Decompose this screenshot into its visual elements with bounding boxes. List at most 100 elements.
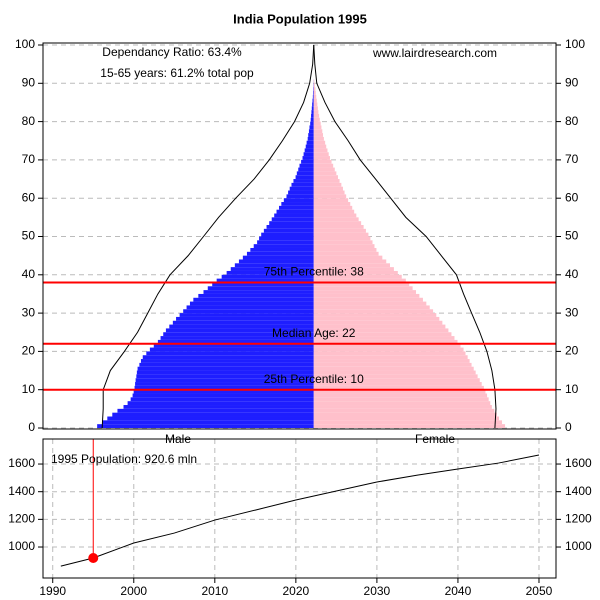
bar [313,263,390,268]
bar [313,416,499,421]
bar [313,87,316,91]
bar [137,366,314,371]
bar [313,156,330,160]
bar [313,297,423,302]
plot-frame [42,438,557,579]
bar [97,424,314,428]
bar [313,385,484,390]
y-tick-label: 30 [22,305,36,319]
y-tick-label: 1600 [565,456,592,470]
bar [102,420,314,425]
bar [179,313,314,317]
bar [172,320,314,325]
bar [313,129,323,134]
bar [271,217,314,222]
bar [261,232,314,237]
bar [313,110,319,114]
bar [310,117,314,122]
bar [313,159,332,164]
y-tick-label: 60 [565,190,579,204]
bar [313,301,427,306]
bar [313,420,503,425]
y-tick-label: 90 [22,75,36,89]
bar [146,351,314,356]
bar [313,136,324,141]
bar [304,148,314,153]
bar [169,324,314,329]
y-tick-label: 1000 [8,539,35,553]
bar [203,290,314,294]
bar [274,213,314,218]
annotation: Dependancy Ratio: 63.4% [102,45,242,59]
bar [296,171,314,176]
bar [139,362,314,367]
bar [313,79,315,84]
bar [310,121,314,126]
bar [112,412,314,417]
y-tick-label: 40 [565,267,579,281]
bar [136,370,314,375]
bar [313,236,371,241]
x-tick-label: 2000 [120,584,147,598]
bar [298,167,314,172]
bar [289,186,314,191]
bar [313,125,322,130]
x-tick-label: 1990 [39,584,66,598]
bar [313,424,506,428]
bar [130,397,314,402]
y-tick-label: 20 [565,344,579,358]
bar [308,129,314,134]
bar [312,98,314,103]
bar [313,389,486,394]
bar [308,133,314,137]
bar [313,351,466,356]
x-tick-label: 2020 [283,584,310,598]
y-tick-label: 1600 [8,456,35,470]
bar [313,94,317,99]
bar [313,167,335,172]
bar [313,194,347,199]
bar [313,362,472,367]
y-tick-label: 40 [22,267,36,281]
bar [269,221,314,226]
bar [303,152,314,157]
bar [313,251,379,256]
y-tick-label: 1000 [565,539,592,553]
bar [259,236,314,241]
bar [313,182,342,187]
bar [140,359,314,363]
bar [142,355,314,360]
annotation: 15-65 years: 61.2% total pop [100,66,254,80]
bar [313,328,449,333]
y-tick-label: 80 [22,114,36,128]
outline [313,44,497,429]
bar [313,98,317,103]
bar [313,408,495,413]
bar [313,90,314,95]
bar [313,171,337,176]
bar [266,225,314,229]
bar [288,190,314,195]
bar [157,339,314,344]
bar [313,282,410,287]
bar [313,343,461,348]
bar [313,412,497,417]
bar [132,393,314,398]
bar [313,228,366,233]
bar [313,152,329,157]
bar [313,148,328,153]
bar [207,286,314,291]
bar [313,359,470,363]
bar [281,202,314,206]
y-tick-label: 10 [22,382,36,396]
line [60,454,540,567]
bar [313,320,443,325]
bar [257,240,314,245]
bar [313,113,320,118]
y-tick-label: 1200 [565,512,592,526]
bar [313,378,480,383]
y-tick-label: 80 [565,114,579,128]
y-tick-label: 1400 [565,484,592,498]
bar [313,405,492,409]
